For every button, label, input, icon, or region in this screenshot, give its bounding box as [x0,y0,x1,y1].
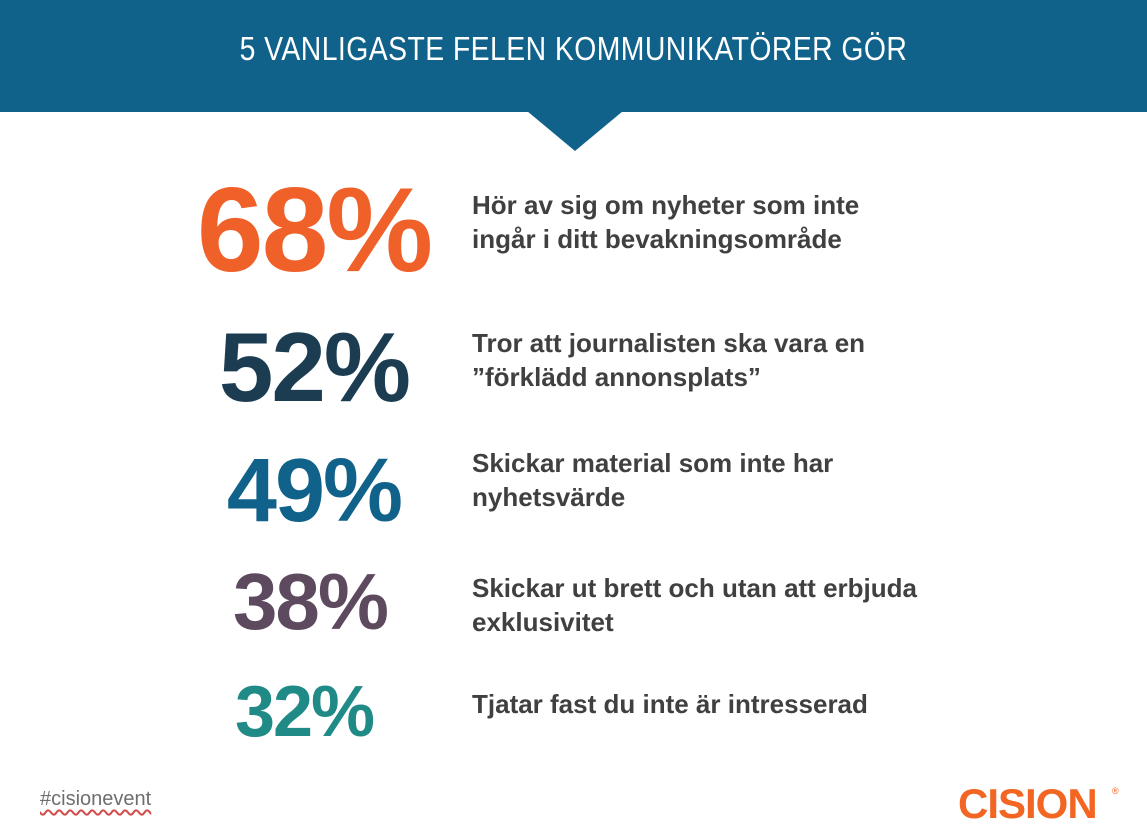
page-title: 5 VANLIGASTE FELEN KOMMUNIKATÖRER GÖR [239,30,908,67]
stat-description-line: Tror att journalisten ska vara en [472,328,866,358]
stat-description: Skickar ut brett och utan att erbjuda ex… [472,571,992,639]
header-banner: 5 VANLIGASTE FELEN KOMMUNIKATÖRER GÖR [0,0,1147,112]
stat-description-line: Skickar material som inte har [472,448,834,478]
header-pointer [527,111,623,151]
stat-percent: 49% [226,441,403,541]
stat-description-line: exklusivitet [472,607,614,637]
stat-description-line: nyhetsvärde [472,482,626,512]
stat-description-line: ingår i ditt bevakningsområde [472,224,842,254]
hashtag-label: #cisionevent [40,788,152,810]
cision-logo: CISION [958,780,1098,827]
stat-description-line: Tjatar fast du inte är intresserad [472,689,868,719]
stat-description-line: Skickar ut brett och utan att erbjuda [472,573,917,603]
registered-mark: ® [1112,786,1119,796]
stat-description: Tror att journalisten ska vara en ”förkl… [472,326,992,394]
stat-percent: 52% [218,312,411,422]
stat-description-line: Hör av sig om nyheter som inte [472,190,860,220]
stat-description-line: ”förklädd annonsplats” [472,362,761,392]
stat-percent: 68% [196,163,433,297]
stat-percent: 32% [234,672,375,752]
stat-description: Hör av sig om nyheter som inte ingår i d… [472,188,992,256]
stat-description: Tjatar fast du inte är intresserad [472,687,992,721]
stat-description: Skickar material som inte har nyhetsvärd… [472,446,992,514]
stat-percent: 38% [232,557,389,646]
